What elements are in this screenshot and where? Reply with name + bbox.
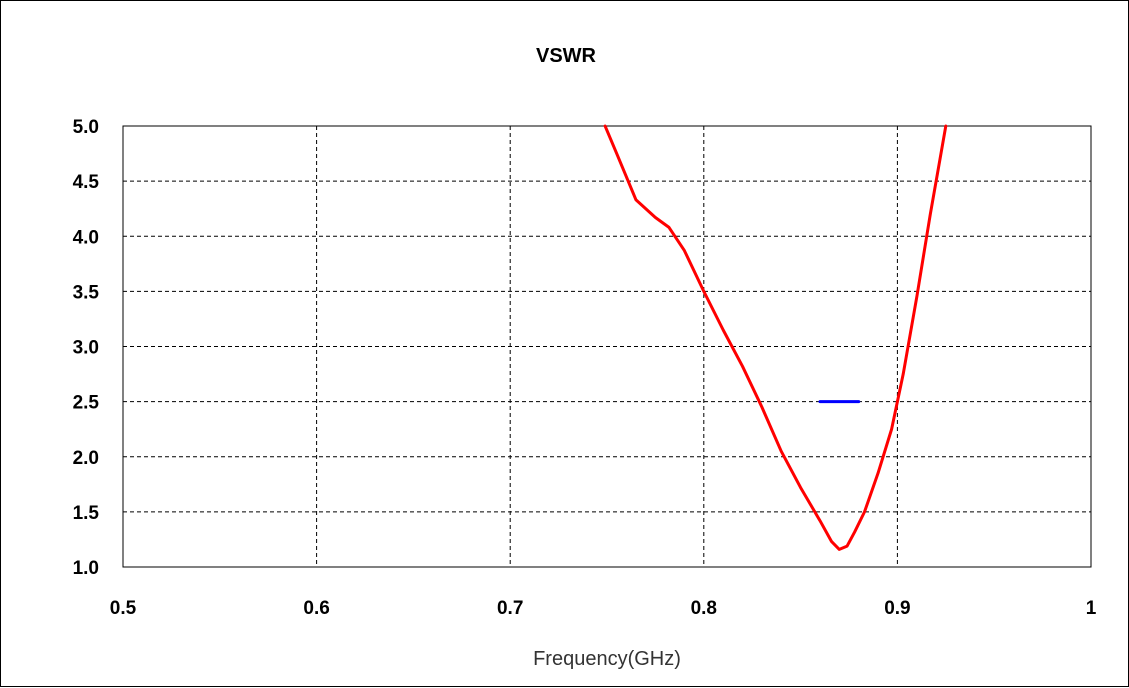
y-tick-label: 1.0: [73, 558, 99, 579]
plot-area-border: [122, 125, 1092, 568]
x-tick-label: 0.7: [497, 598, 523, 619]
y-tick-label: 3.5: [73, 282, 100, 303]
y-tick-label: 4.0: [73, 227, 99, 248]
x-tick-label: 0.5: [110, 598, 137, 619]
y-tick-label: 2.0: [73, 448, 99, 469]
grid-lines: [123, 126, 1091, 567]
x-tick-label: 1: [1086, 598, 1097, 619]
y-tick-label: 4.5: [73, 172, 100, 193]
x-axis-tick-labels: 0.5 0.6 0.7 0.8 0.9 1: [110, 598, 1097, 619]
x-tick-label: 0.6: [303, 598, 329, 619]
series-lines: [603, 124, 948, 551]
vswr-series-line: [603, 124, 948, 551]
x-tick-label: 0.9: [884, 598, 910, 619]
y-tick-label: 1.5: [73, 503, 100, 524]
chart-title: VSWR: [536, 45, 597, 67]
x-axis-label: Frequency(GHz): [533, 648, 681, 670]
x-tick-label: 0.8: [691, 598, 717, 619]
y-tick-label: 5.0: [73, 117, 99, 138]
y-tick-label: 3.0: [73, 338, 99, 359]
y-tick-label: 2.5: [73, 393, 100, 414]
y-axis-tick-labels: 1.0 1.5 2.0 2.5 3.0 3.5 4.0 4.5 5.0: [73, 117, 100, 579]
